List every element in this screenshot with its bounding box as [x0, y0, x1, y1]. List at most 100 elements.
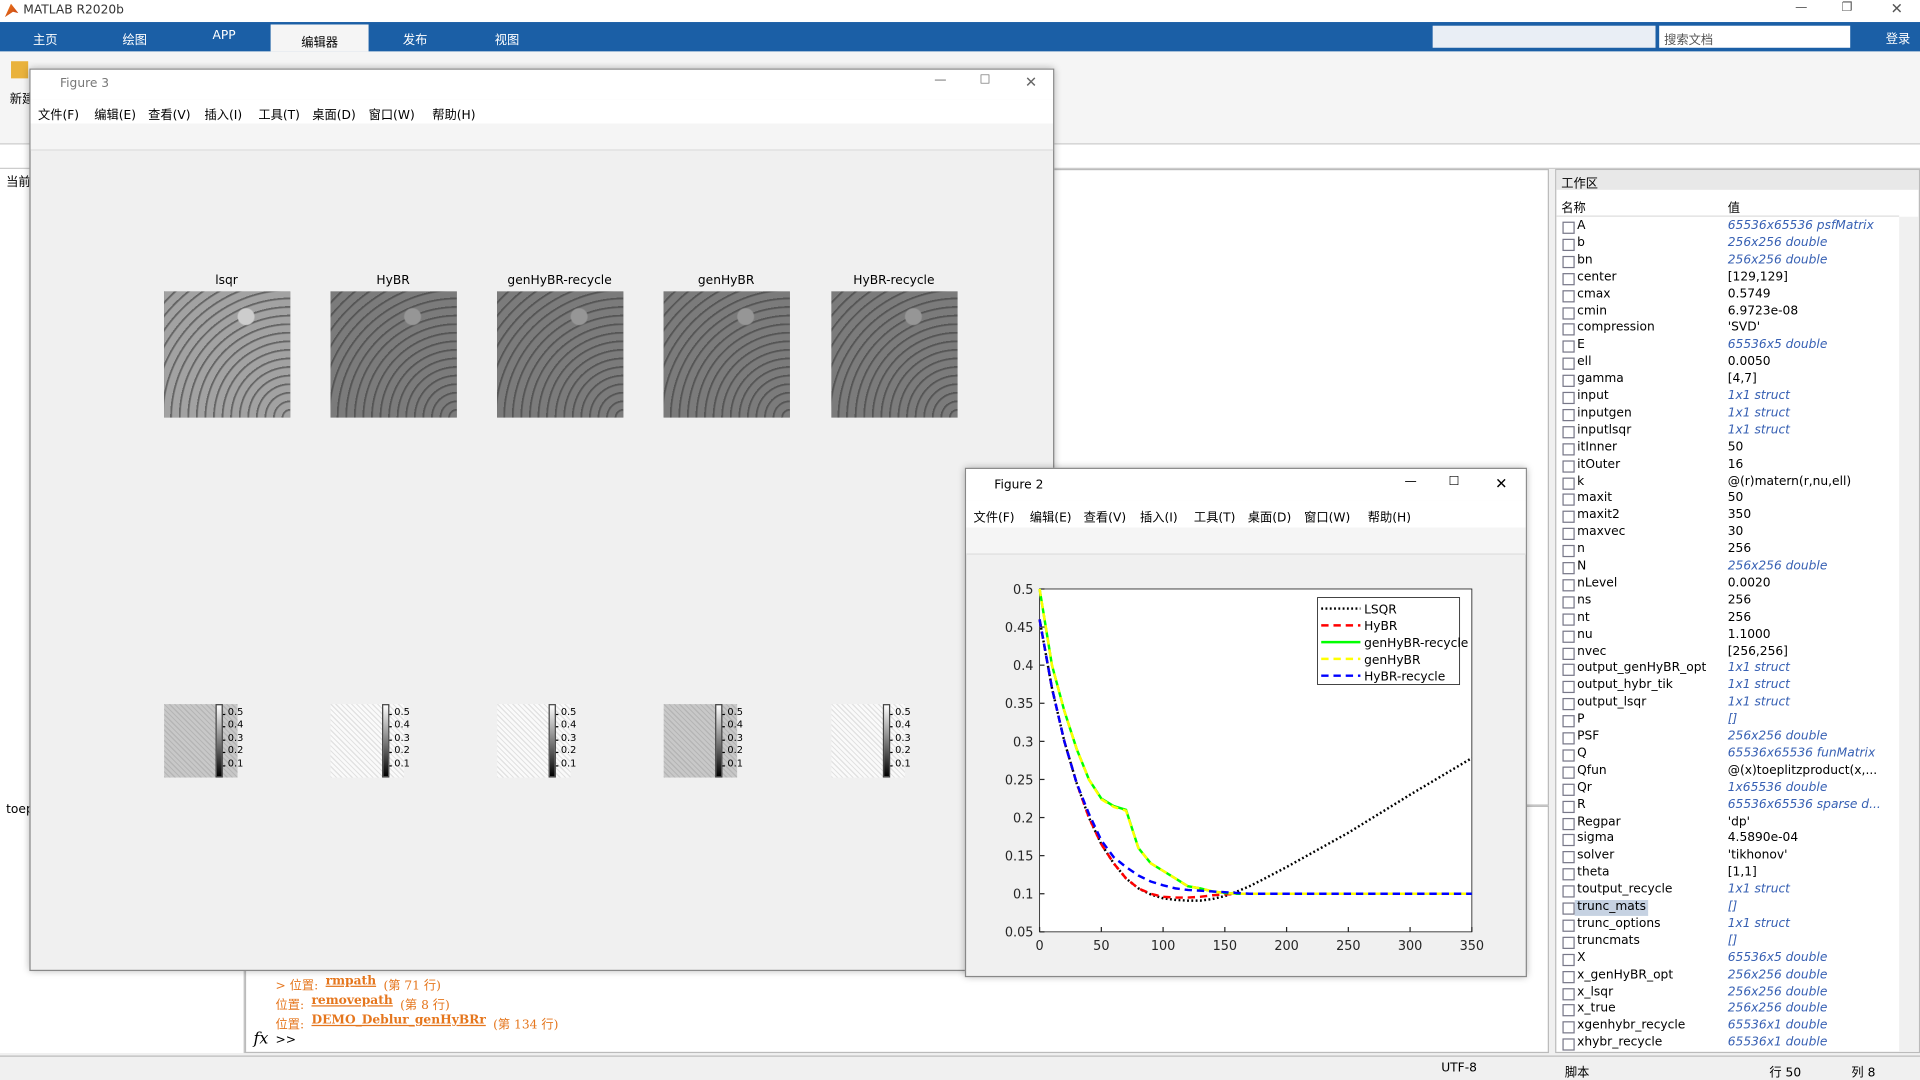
ribbon-tab[interactable]: 视图 — [494, 34, 520, 48]
menu-item[interactable]: 桌面(D) — [312, 108, 356, 123]
variable-value[interactable]: 6.9723e-08 — [1727, 304, 1799, 318]
variable-value[interactable]: [256,256] — [1727, 644, 1788, 659]
variable-value[interactable]: 'SVD' — [1727, 321, 1761, 335]
menu-item[interactable]: 文件(F) — [37, 108, 80, 123]
variable-value[interactable]: 1x1 struct — [1727, 695, 1790, 710]
variable-name[interactable]: itOuter — [1577, 457, 1621, 471]
variable-value[interactable]: 1x1 struct — [1727, 678, 1790, 693]
variable-name[interactable]: center — [1577, 270, 1617, 284]
variable-name[interactable]: maxit — [1577, 491, 1613, 505]
menu-item[interactable]: 窗口(W) — [368, 108, 415, 123]
variable-name[interactable]: x_true — [1577, 1002, 1616, 1016]
col-value[interactable]: 值 — [1727, 202, 1740, 216]
variable-name[interactable]: maxit2 — [1577, 508, 1620, 522]
variable-value[interactable]: @(x)toeplitzproduct(x,... — [1727, 763, 1878, 778]
variable-name[interactable]: b — [1577, 236, 1585, 250]
variable-name[interactable]: itInner — [1577, 440, 1618, 454]
minimize[interactable]: — — [934, 73, 947, 87]
variable-value[interactable]: 1x65536 double — [1727, 780, 1828, 795]
variable-value[interactable]: 1x1 struct — [1727, 917, 1790, 931]
maximize[interactable]: ☐ — [1448, 475, 1460, 489]
variable-name[interactable]: Qfun — [1577, 763, 1607, 778]
error-link[interactable]: rmpath — [325, 974, 377, 989]
variable-value[interactable]: 256x256 double — [1727, 985, 1828, 999]
error-link[interactable]: DEMO_Deblur_genHyBRr — [311, 1013, 486, 1028]
variable-value[interactable]: 4.5890e-04 — [1727, 831, 1799, 846]
menu-item[interactable]: 桌面(D) — [1247, 511, 1292, 526]
variable-value[interactable]: 65536x1 double — [1727, 1019, 1828, 1033]
variable-value[interactable]: 1x1 struct — [1727, 406, 1790, 420]
variable-name[interactable]: gamma — [1577, 372, 1624, 386]
maximize[interactable]: ☐ — [979, 73, 991, 87]
variable-name[interactable]: trunc_options — [1577, 917, 1661, 931]
variable-value[interactable]: 0.0050 — [1727, 355, 1771, 369]
menu-item[interactable]: 插入(I) — [1140, 511, 1178, 526]
variable-name[interactable]: R — [1577, 797, 1586, 812]
variable-value[interactable]: [4,7] — [1727, 372, 1757, 386]
menu-item[interactable]: 查看(V) — [1083, 511, 1127, 526]
variable-name[interactable]: Q — [1577, 746, 1587, 761]
variable-name[interactable]: N — [1577, 559, 1587, 574]
variable-value[interactable]: 65536x1 double — [1727, 1036, 1828, 1050]
variable-name[interactable]: inputlsqr — [1577, 423, 1632, 437]
menu-item[interactable]: 查看(V) — [148, 108, 191, 123]
close[interactable]: ✕ — [1495, 475, 1508, 493]
menu-item[interactable]: 窗口(W) — [1304, 511, 1351, 526]
close[interactable]: ✕ — [1024, 73, 1038, 91]
minimize[interactable]: — — [1404, 475, 1417, 489]
variable-value[interactable]: 65536x65536 sparse d... — [1727, 797, 1881, 812]
search-box[interactable]: 搜索文档 — [1659, 25, 1851, 48]
variable-value[interactable]: 1x1 struct — [1727, 882, 1790, 897]
ribbon-tab[interactable]: 主页 — [33, 34, 58, 48]
variable-value[interactable]: 256x256 double — [1727, 236, 1828, 250]
variable-name[interactable]: ns — [1577, 593, 1592, 608]
variable-name[interactable]: output_genHyBR_opt — [1577, 661, 1707, 676]
new-icon[interactable] — [11, 61, 29, 79]
variable-name[interactable]: toutput_recycle — [1577, 882, 1673, 897]
variable-name[interactable]: Regpar — [1577, 814, 1621, 829]
variable-name[interactable]: nvec — [1577, 644, 1607, 659]
variable-name[interactable]: nt — [1577, 610, 1590, 625]
variable-name[interactable]: k — [1577, 474, 1585, 488]
variable-value[interactable]: 256x256 double — [1727, 1002, 1828, 1016]
variable-value[interactable]: [] — [1727, 900, 1738, 914]
menu-item[interactable]: 插入(I) — [204, 108, 243, 123]
variable-value[interactable]: 256 — [1727, 593, 1752, 608]
variable-name[interactable]: xhybr_recycle — [1577, 1036, 1663, 1050]
variable-name[interactable]: bn — [1577, 253, 1593, 267]
variable-value[interactable]: 30 — [1727, 525, 1744, 540]
maximize[interactable]: ❐ — [1841, 1, 1853, 15]
variable-name[interactable]: sigma — [1577, 831, 1615, 846]
ribbon-tab[interactable]: APP — [212, 29, 236, 43]
variable-value[interactable]: 65536x65536 psfMatrix — [1727, 219, 1874, 233]
variable-name[interactable]: trunc_mats — [1577, 900, 1646, 914]
menu-item[interactable]: 工具(T) — [258, 108, 300, 123]
variable-value[interactable]: 0.5749 — [1727, 287, 1771, 301]
variable-name[interactable]: inputgen — [1577, 406, 1632, 420]
scrollbar[interactable] — [1899, 216, 1919, 1052]
variable-name[interactable]: xgenhybr_recycle — [1577, 1019, 1686, 1033]
variable-value[interactable]: 1x1 struct — [1727, 423, 1790, 437]
col-name[interactable]: 名称 — [1561, 202, 1586, 216]
variable-name[interactable]: nu — [1577, 627, 1593, 642]
variable-value[interactable]: 65536x5 double — [1727, 338, 1828, 352]
variable-name[interactable]: Qr — [1577, 780, 1592, 795]
ribbon-tab[interactable]: 发布 — [402, 34, 428, 48]
variable-name[interactable]: input — [1577, 389, 1609, 403]
variable-name[interactable]: truncmats — [1577, 934, 1640, 948]
variable-value[interactable]: @(r)matern(r,nu,ell) — [1727, 474, 1852, 488]
menu-item[interactable]: 编辑(E) — [94, 108, 137, 123]
menu-item[interactable]: 编辑(E) — [1029, 511, 1072, 526]
new-button[interactable]: 新建 — [9, 93, 35, 107]
variable-value[interactable]: 256 — [1727, 542, 1752, 557]
variable-value[interactable]: 256x256 double — [1727, 559, 1828, 574]
variable-name[interactable]: cmax — [1577, 287, 1611, 301]
variable-value[interactable]: 1.1000 — [1727, 627, 1771, 642]
menu-item[interactable]: 文件(F) — [973, 511, 1015, 526]
error-link[interactable]: removepath — [311, 994, 393, 1008]
variable-name[interactable]: x_lsqr — [1577, 985, 1614, 999]
variable-name[interactable]: nLevel — [1577, 576, 1618, 591]
variable-name[interactable]: E — [1577, 338, 1585, 352]
variable-value[interactable]: [129,129] — [1727, 270, 1788, 284]
variable-value[interactable]: 256x256 double — [1727, 729, 1828, 744]
